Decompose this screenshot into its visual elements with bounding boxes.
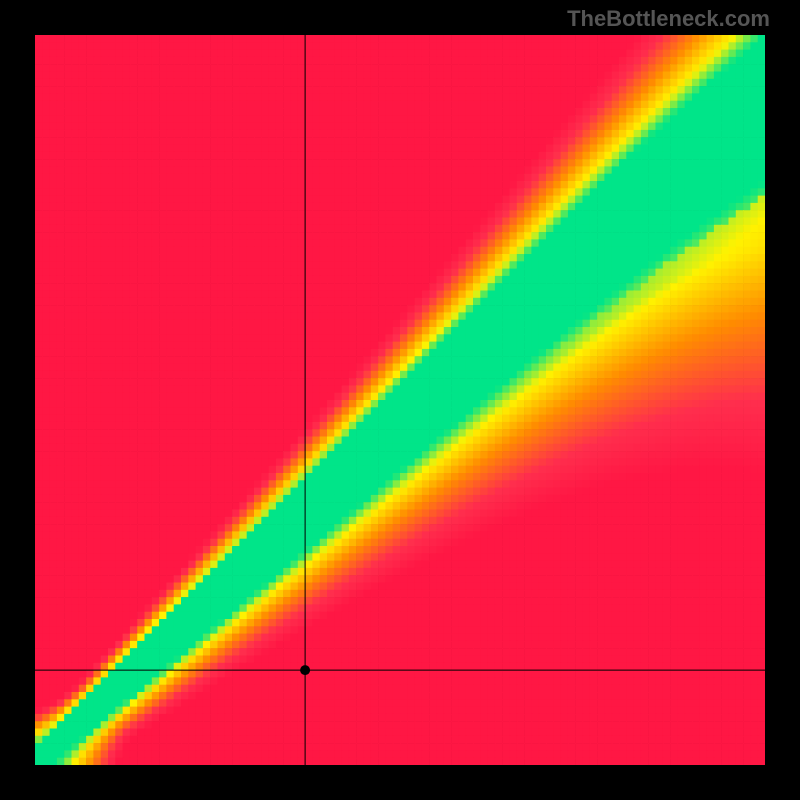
bottleneck-heatmap [35, 35, 765, 765]
heatmap-canvas [35, 35, 765, 765]
watermark-text: TheBottleneck.com [567, 6, 770, 32]
